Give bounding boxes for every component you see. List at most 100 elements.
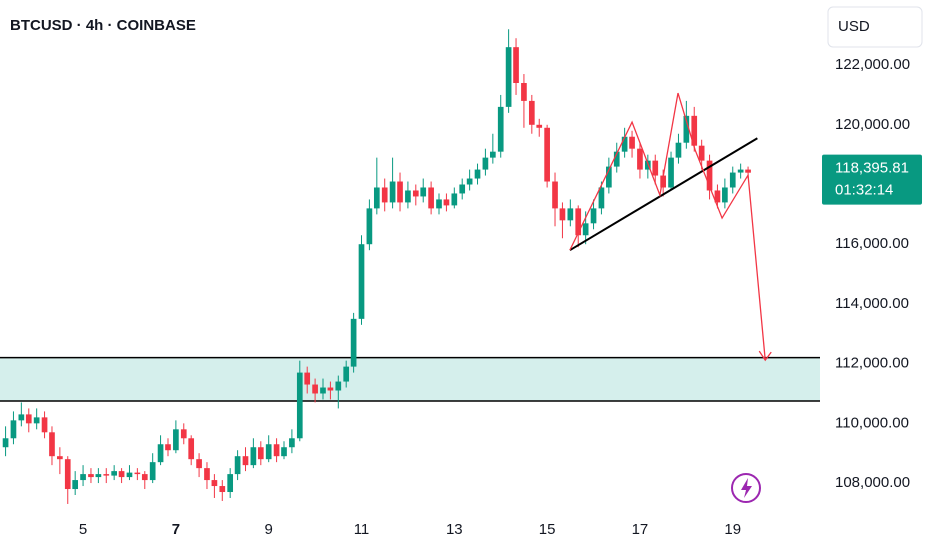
- candle-body: [265, 444, 272, 460]
- y-tick-label: 114,000.00: [835, 295, 909, 312]
- candle-body: [559, 208, 566, 221]
- candle-body: [80, 474, 86, 481]
- candle-body: [536, 124, 543, 128]
- candle-body: [745, 169, 751, 173]
- x-tick-label: 7: [172, 521, 180, 538]
- trendline: [569, 137, 758, 252]
- candle-body: [296, 372, 303, 439]
- candle-body: [621, 136, 628, 152]
- x-tick-label: 13: [446, 521, 463, 538]
- candle-body: [149, 462, 156, 481]
- candle-body: [103, 474, 110, 476]
- candle-body: [722, 187, 728, 203]
- candle-body: [598, 187, 605, 209]
- candle-body: [428, 187, 434, 209]
- x-tick-label: 19: [724, 521, 741, 538]
- candle-body: [327, 387, 334, 391]
- candle-body: [505, 47, 512, 107]
- candle-body: [358, 244, 365, 319]
- last-price-box: [822, 154, 922, 205]
- candle-body: [242, 456, 249, 466]
- x-tick-label: 9: [265, 521, 273, 538]
- candle-body: [111, 471, 117, 476]
- candle-body: [95, 474, 102, 478]
- candle-body: [2, 438, 9, 448]
- candle-body: [196, 459, 202, 469]
- candle-body: [675, 142, 682, 158]
- y-tick-label: 110,000.00: [835, 414, 909, 431]
- candle-body: [373, 187, 380, 209]
- candle-body: [459, 184, 466, 194]
- candle-body: [606, 166, 612, 188]
- currency-button[interactable]: [827, 6, 923, 48]
- candle-body: [528, 100, 535, 125]
- candle-body: [350, 318, 357, 367]
- candle-body: [18, 414, 25, 421]
- candle-body: [204, 468, 210, 481]
- pattern-line: [569, 92, 766, 361]
- candle-body: [88, 474, 94, 478]
- chart-title: BTCUSD · 4h · COINBASE: [10, 17, 196, 34]
- candle-body: [613, 151, 620, 167]
- arrow-head: [758, 350, 772, 362]
- candle-body: [660, 175, 666, 188]
- candle-body: [590, 208, 597, 224]
- candle-body: [737, 169, 744, 173]
- candle-body: [188, 438, 195, 460]
- candle-body: [165, 444, 171, 451]
- candle-body: [320, 387, 326, 394]
- candle-body: [134, 472, 141, 475]
- candle-body: [312, 384, 318, 394]
- y-tick-label: 116,000.00: [835, 235, 909, 252]
- candle-body: [173, 429, 179, 451]
- candle-body: [436, 199, 442, 209]
- candle-body: [474, 169, 481, 179]
- candle-body: [57, 456, 63, 460]
- candle-body: [397, 181, 403, 203]
- x-tick-label: 17: [632, 521, 649, 538]
- candle-body: [466, 178, 473, 185]
- boost-icon[interactable]: [731, 473, 761, 503]
- candle-body: [257, 447, 264, 460]
- candle-body: [180, 429, 187, 439]
- countdown: 01:32:14: [835, 182, 893, 199]
- y-tick-label: 112,000.00: [835, 355, 909, 372]
- candle-body: [691, 115, 698, 146]
- candle-body: [482, 157, 489, 170]
- candle-body: [706, 160, 713, 191]
- candle-body: [683, 115, 690, 143]
- y-tick-label: 120,000.00: [835, 116, 910, 133]
- candle-body: [637, 148, 643, 170]
- candle-body: [335, 381, 342, 391]
- candle-body: [343, 366, 350, 382]
- candle-body: [552, 181, 558, 209]
- candle-body: [10, 420, 17, 439]
- candle-body: [304, 372, 311, 385]
- candle-body: [234, 456, 241, 475]
- candle-body: [420, 187, 427, 197]
- candle-body: [729, 172, 736, 188]
- candle-body: [219, 486, 226, 493]
- candle-body: [49, 432, 55, 457]
- candle-body: [629, 136, 635, 149]
- candle-body: [72, 480, 79, 490]
- candle-body: [381, 187, 388, 203]
- candle-body: [575, 208, 582, 236]
- candle-body: [64, 459, 71, 490]
- candle-body: [513, 47, 519, 83]
- y-tick-label: 108,000.00: [835, 474, 910, 491]
- candle-body: [281, 447, 287, 457]
- candle-body: [443, 199, 450, 206]
- candle-body: [652, 160, 659, 176]
- candle-body: [405, 190, 411, 203]
- y-tick-label: 122,000.00: [835, 56, 910, 73]
- candle-body: [582, 223, 589, 236]
- candle-body: [521, 82, 527, 101]
- x-tick-label: 11: [354, 521, 370, 538]
- support-zone: [0, 357, 820, 401]
- plot: [0, 29, 820, 504]
- currency-label[interactable]: USD: [838, 18, 870, 35]
- candle-body: [25, 414, 32, 424]
- candle-body: [497, 106, 504, 152]
